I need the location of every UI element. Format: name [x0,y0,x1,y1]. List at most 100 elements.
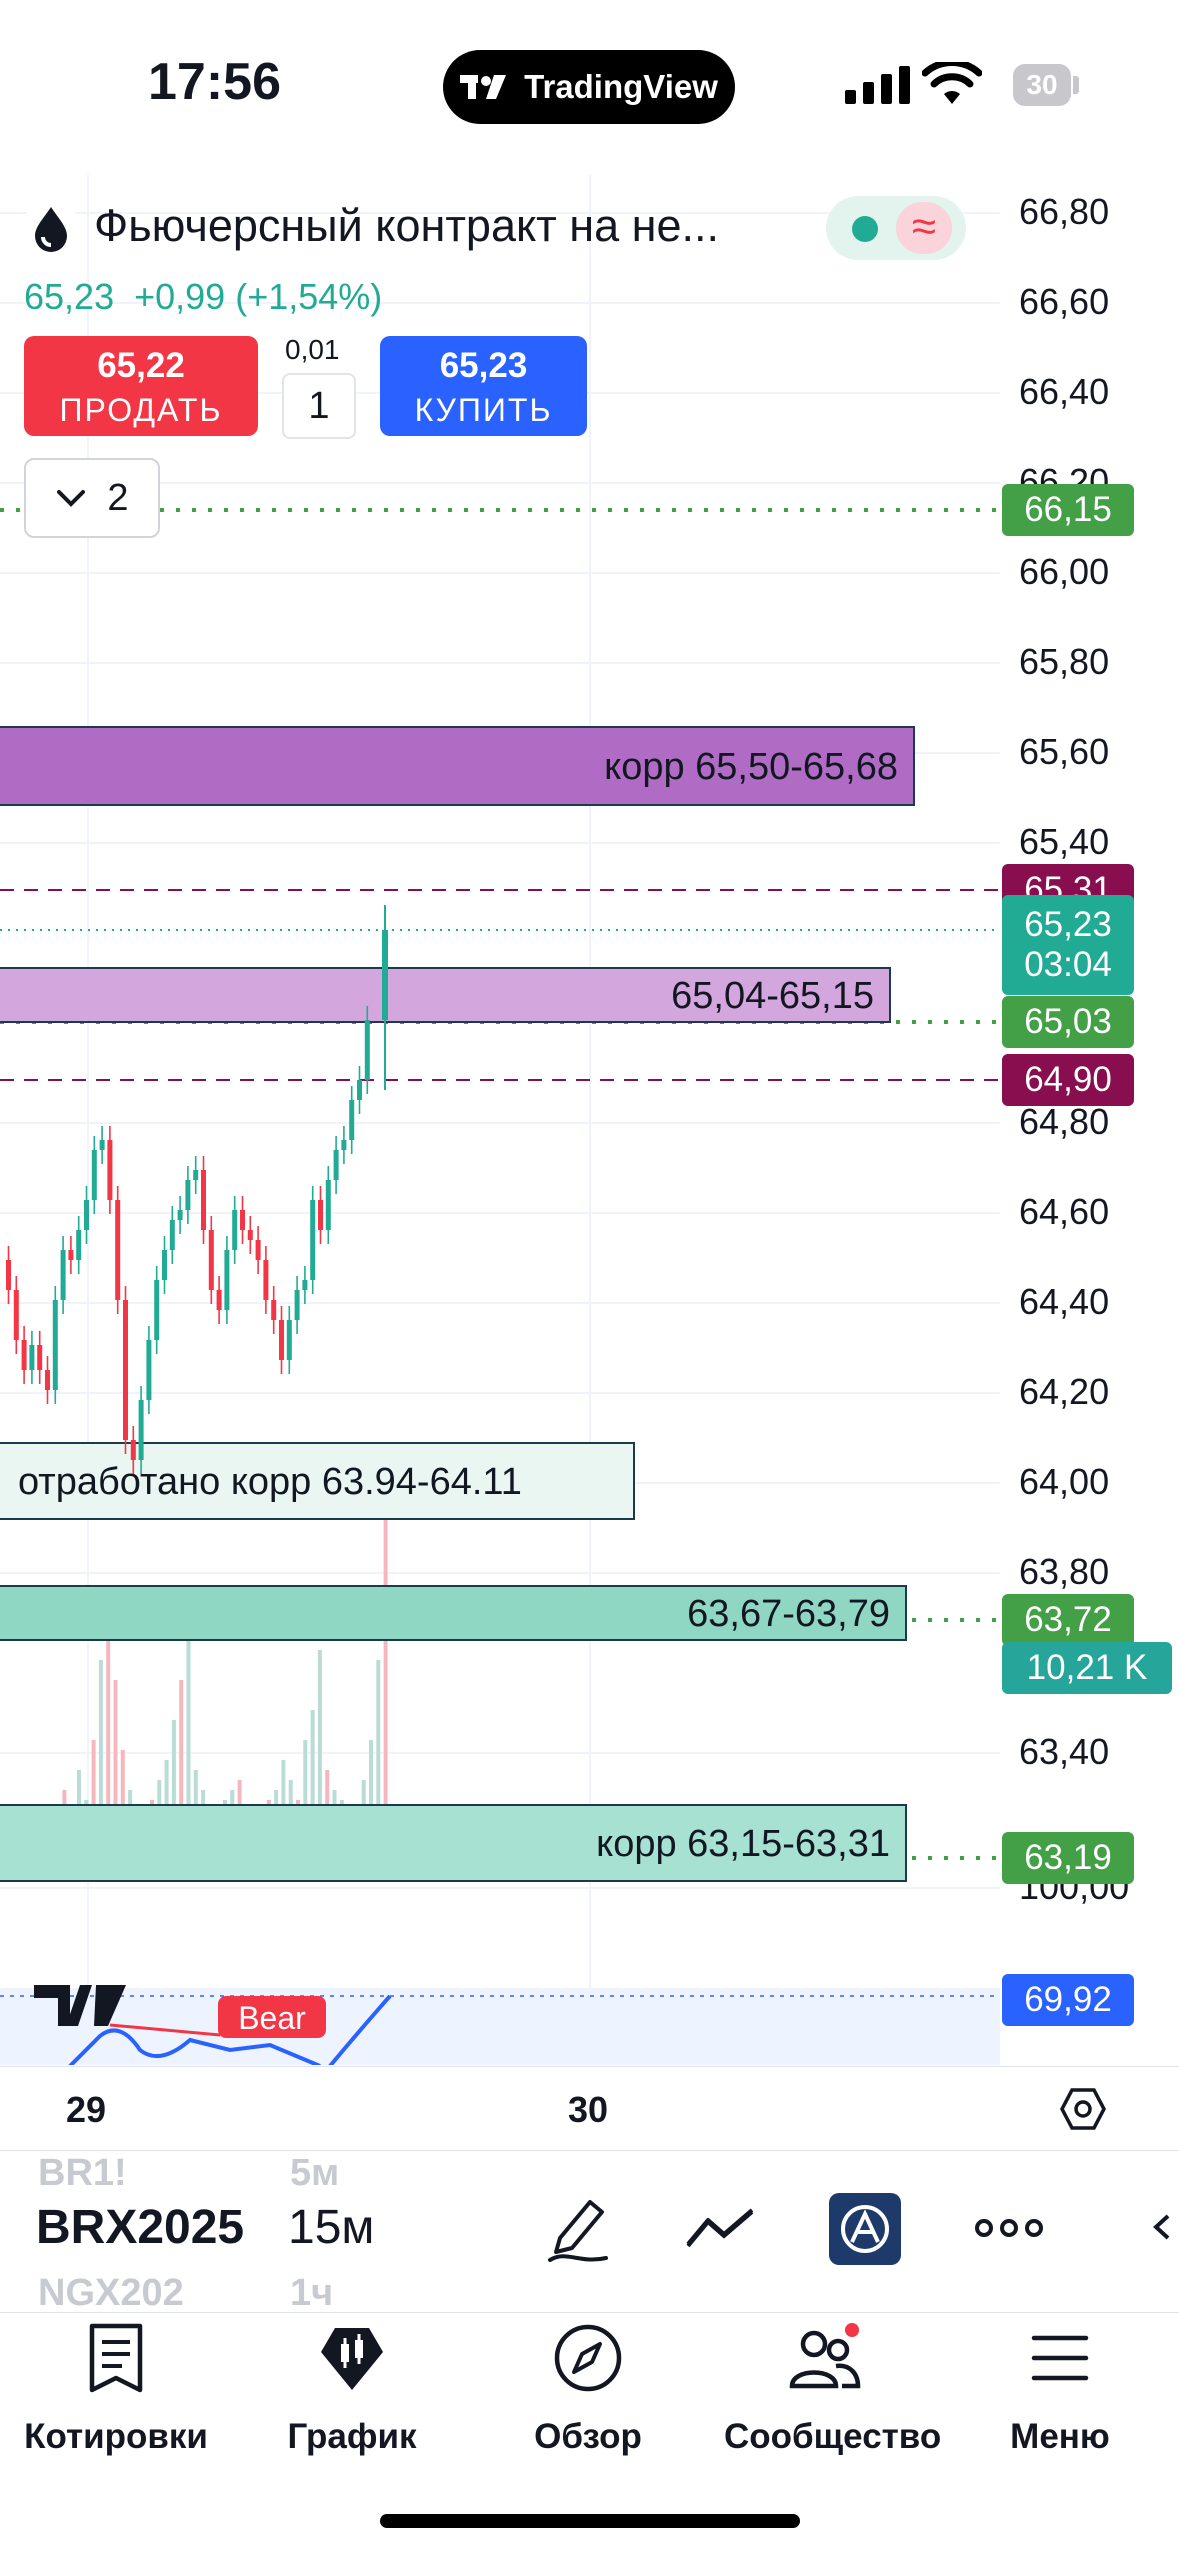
candle-body [294,1290,300,1320]
price-tag-value: 65,23 [1024,905,1112,944]
timeframe-selector[interactable]: 15м [288,2201,375,2254]
candle-body [29,1345,35,1370]
candle-body [84,1200,89,1230]
battery-level: 30 [1026,69,1058,100]
menu-icon [1031,2335,1089,2381]
candle-body [154,1280,160,1340]
volume-bar [113,1680,118,1880]
volume-bar [98,1660,103,1880]
candle-body [146,1340,152,1400]
volume-bar [317,1650,322,1880]
status-time: 17:56 [148,53,281,111]
zone-rect [0,1442,635,1520]
candle-body [263,1260,269,1300]
candle-body [341,1140,347,1150]
trend-tools-icon[interactable] [684,2204,756,2257]
zone-rectangles: корр 65,50-65,68 65,04-65,15 отработано ко… [0,726,915,1882]
symbol-prev[interactable]: BR1! [38,2152,127,2194]
buy-label: КУПИТЬ [414,392,553,428]
candle-body [68,1250,74,1260]
candle-body [115,1200,121,1300]
zone-label: корр 65,50-65,68 [604,746,898,788]
candle-body [216,1290,222,1310]
collapse-indicators-button[interactable]: 2 [24,458,160,538]
price-tick-label: 64,60 [1019,1191,1110,1232]
price-tick-label: 64,20 [1019,1371,1110,1412]
indicator-bg [0,1988,1000,2065]
compass-icon [554,2324,622,2392]
last-price: 65,23 [24,276,115,317]
nav-watchlist-label: Котировки [24,2417,208,2456]
nav-overview-label: Обзор [534,2417,642,2456]
price-tick-label: 64,00 [1019,1461,1110,1502]
price-chart[interactable]: корр 65,50-65,68 65,04-65,15 отработано ко… [0,175,1000,2065]
signal-icon [845,66,910,104]
candle-body [107,1140,113,1200]
time-axis[interactable]: 29 30 [0,2066,1179,2151]
timeframe-next[interactable]: 1ч [290,2272,334,2314]
zone-rect [0,726,915,806]
candle-body [357,1080,362,1100]
quantity-field[interactable]: 1 [282,373,356,439]
bear-badge [218,1996,326,2038]
divergence-line [109,2023,221,2037]
candle-body [91,1150,97,1200]
price-tag: 69,92 [1002,1974,1134,2026]
price-change-line: 65,23 +0,99 (+1,54%) [24,276,382,318]
pen-icon[interactable] [546,2192,610,2269]
watchlist-icon [89,2323,143,2393]
app-badge-label: TradingView [524,68,718,105]
buy-button[interactable]: 65,23 КУПИТЬ [380,336,587,436]
nav-chart[interactable]: График [252,2322,452,2457]
candle-body [162,1250,167,1280]
candle-body [45,1370,50,1390]
candlesticks [6,905,388,1474]
timeframe-prev[interactable]: 5м [290,2152,340,2194]
price-tag: 10,21 K [1002,1642,1172,1694]
candle-body [232,1210,238,1250]
candle-body [21,1340,27,1370]
delayed-data-icon: ≈ [896,202,952,254]
candle-body [364,1020,370,1080]
indicator-app-icon[interactable] [828,2192,902,2271]
price-tick-label: 66,40 [1019,371,1110,412]
home-indicator [380,2514,800,2528]
zone-label: 63,67-63,79 [687,1593,890,1635]
price-tick-label: 64,40 [1019,1281,1110,1322]
volume-bar [106,1620,111,1880]
wifi-icon [921,59,983,111]
zone-label: корр 63,15-63,31 [596,1823,890,1865]
candle-body [240,1210,245,1230]
price-tag: 65,23 03:04 [1002,895,1134,995]
zone-rect [0,967,891,1023]
candle-body [302,1280,308,1290]
candle-body [286,1320,292,1360]
market-status-pill[interactable]: ≈ [826,196,966,260]
price-tick-label: 65,40 [1019,821,1110,862]
nav-menu[interactable]: Меню [960,2322,1160,2457]
volume-bar [171,1720,176,1880]
price-tick-label: 63,40 [1019,1731,1110,1772]
more-icon[interactable] [974,2216,1044,2245]
collapsed-count: 2 [107,476,129,519]
nav-overview[interactable]: Обзор [488,2322,688,2457]
volume-bar [186,1620,191,1880]
chart-icon [321,2328,383,2390]
symbol-title[interactable]: Фьючерсный контракт на не... [94,200,720,251]
volume-bar [179,1680,184,1880]
app-badge[interactable]: TradingView [443,50,735,124]
sell-button[interactable]: 65,22 ПРОДАТЬ [24,336,258,436]
symbol-selector[interactable]: BRX2025 [36,2201,245,2254]
candle-body [201,1170,206,1230]
chevron-left-icon[interactable] [1150,2212,1172,2247]
bar-countdown: 03:04 [1024,945,1112,984]
candle-body [6,1260,11,1290]
price-tag: 63,72 [1002,1594,1134,1646]
nav-chart-label: График [287,2417,417,2456]
symbol-next[interactable]: NGX202 [38,2272,184,2314]
chart-settings-icon[interactable] [1060,2086,1106,2137]
nav-watchlist[interactable]: Котировки [16,2322,216,2457]
tradingview-watermark-icon [34,1985,126,2026]
price-tick-label: 66,00 [1019,551,1110,592]
nav-community[interactable]: Сообщество [724,2322,941,2457]
